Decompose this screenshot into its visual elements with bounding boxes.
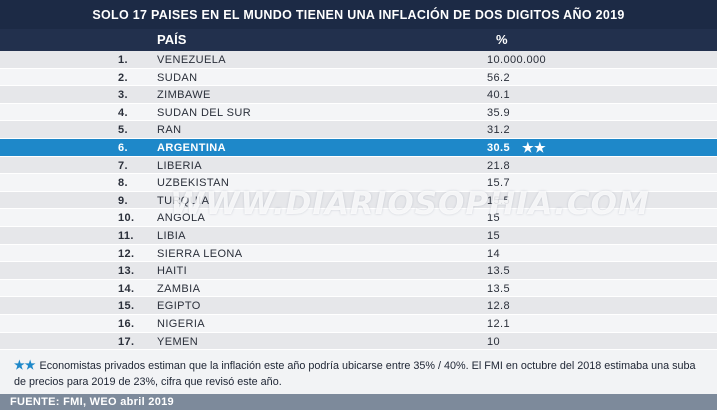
row-value: 15 — [487, 229, 501, 242]
row-rank: 13. — [118, 265, 135, 278]
row-rank: 10. — [118, 212, 135, 225]
table-row: 12. SIERRA LEONA 14 — [0, 244, 717, 263]
row-rank: 16. — [118, 317, 135, 330]
source-credit: FUENTE: FMI, WEO abril 2019 — [0, 394, 717, 410]
footnote-text: Economistas privados estiman que la infl… — [14, 360, 696, 388]
table-row: 5. RAN 31.2 — [0, 121, 717, 139]
row-country: TURQUIA — [157, 194, 210, 207]
row-value: 40.1 — [487, 89, 511, 102]
row-rank: 2. — [118, 71, 128, 84]
row-value: 31.2 — [487, 124, 511, 137]
table-row: 15. EGIPTO 12.8 — [0, 297, 717, 315]
row-rank: 9. — [118, 194, 128, 207]
footnote: ★★ Economistas privados estiman que la in… — [14, 358, 704, 390]
inflation-table: 1. VENEZUELA 10.000.000 2. SUDAN 56.2 3.… — [0, 51, 717, 351]
infographic-title: SOLO 17 PAISES EN EL MUNDO TIENEN UNA IN… — [0, 0, 717, 29]
row-value: 14 — [487, 247, 501, 260]
row-country: ANGOLA — [157, 212, 206, 225]
row-value: 30.5 — [487, 141, 511, 154]
table-row: 16. NIGERIA 12.1 — [0, 314, 717, 333]
header-country: PAÍS — [157, 32, 187, 47]
row-rank: 3. — [118, 89, 128, 102]
row-value: 35.9 — [487, 106, 511, 119]
row-country: ZIMBAWE — [157, 89, 211, 102]
row-country: LIBERIA — [157, 159, 202, 172]
row-value: 15.5 — [487, 194, 511, 207]
row-country: EGIPTO — [157, 300, 201, 313]
header-value: % — [496, 32, 508, 47]
row-value: 15 — [487, 212, 501, 225]
table-row: 17. YEMEN 10 — [0, 332, 717, 351]
table-row: 13. HAITI 13.5 — [0, 262, 717, 280]
row-country: NIGERIA — [157, 317, 206, 330]
row-country: SIERRA LEONA — [157, 247, 243, 260]
table-row: 2. SUDAN 56.2 — [0, 68, 717, 87]
row-country: YEMEN — [157, 335, 199, 348]
row-country: SUDAN — [157, 71, 198, 84]
table-row: 8. UZBEKISTAN 15.7 — [0, 174, 717, 192]
row-value: 12.1 — [487, 317, 511, 330]
table-row: 9. TURQUIA 15.5 — [0, 191, 717, 210]
row-value: 21.8 — [487, 159, 511, 172]
row-value: 56.2 — [487, 71, 511, 84]
table-row: 7. LIBERIA 21.8 — [0, 156, 717, 175]
row-rank: 7. — [118, 159, 128, 172]
row-rank: 11. — [118, 229, 134, 242]
row-rank: 6. — [118, 141, 128, 154]
table-row: 1. VENEZUELA 10.000.000 — [0, 51, 717, 69]
row-rank: 1. — [118, 54, 128, 66]
table-row: 3. ZIMBAWE 40.1 — [0, 86, 717, 104]
table-header: PAÍS % — [0, 29, 717, 51]
title-text: SOLO 17 PAISES EN EL MUNDO TIENEN UNA IN… — [92, 7, 625, 22]
row-value: 10 — [487, 335, 501, 348]
row-rank: 15. — [118, 300, 135, 313]
row-rank: 5. — [118, 124, 128, 137]
row-country: VENEZUELA — [157, 54, 227, 66]
table-row: 11. LIBIA 15 — [0, 226, 717, 245]
row-country: ARGENTINA — [157, 141, 226, 154]
row-country: HAITI — [157, 265, 188, 278]
source-text: FUENTE: FMI, WEO abril 2019 — [10, 396, 174, 408]
row-country: ZAMBIA — [157, 282, 201, 295]
table-row: 14. ZAMBIA 13.5 — [0, 279, 717, 298]
row-value: 13.5 — [487, 265, 511, 278]
row-rank: 12. — [118, 247, 135, 260]
row-value: 15.7 — [487, 177, 511, 190]
row-country: SUDAN DEL SUR — [157, 106, 252, 119]
row-rank: 8. — [118, 177, 128, 190]
row-value: 13.5 — [487, 282, 511, 295]
row-country: UZBEKISTAN — [157, 177, 230, 190]
table-row: 10. ANGOLA 15 — [0, 209, 717, 227]
star-marker-icon: ★★ — [522, 139, 547, 155]
table-row-highlighted: 6. ARGENTINA 30.5 ★★ — [0, 138, 717, 157]
row-country: LIBIA — [157, 229, 186, 242]
row-value: 12.8 — [487, 300, 511, 313]
row-rank: 14. — [118, 282, 135, 295]
row-value: 10.000.000 — [487, 54, 547, 66]
table-row: 4. SUDAN DEL SUR 35.9 — [0, 103, 717, 122]
row-rank: 4. — [118, 106, 128, 119]
row-country: RAN — [157, 124, 182, 137]
star-marker-icon: ★★ — [14, 358, 36, 372]
row-rank: 17. — [118, 335, 135, 348]
